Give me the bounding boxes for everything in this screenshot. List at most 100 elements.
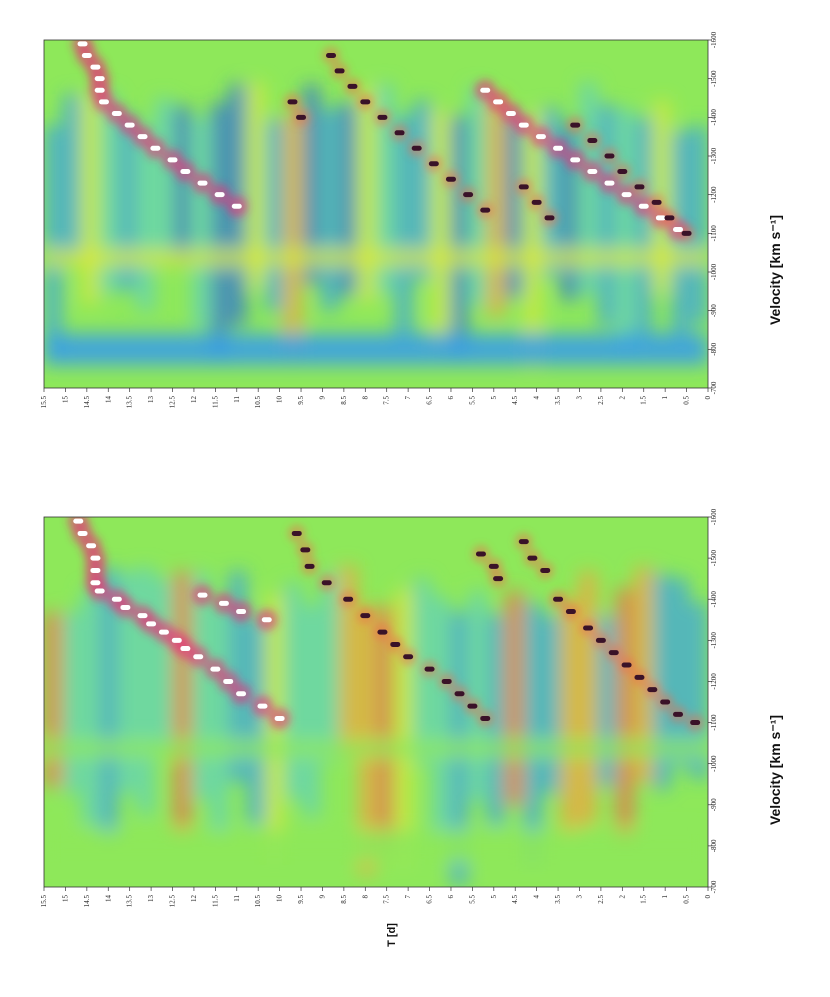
y-tick-label: 12 xyxy=(190,895,198,903)
y-tick-label: 12.5 xyxy=(169,895,177,908)
dark-track-point xyxy=(634,184,645,190)
white-track-point xyxy=(655,215,666,221)
white-track-point xyxy=(274,715,285,721)
dark-track-point xyxy=(604,153,615,159)
y-tick-label: 7 xyxy=(404,396,412,400)
dark-track-point xyxy=(403,654,414,660)
white-track-point xyxy=(111,110,122,116)
dark-track-point xyxy=(617,168,628,174)
white-track-point xyxy=(480,87,491,93)
x-tick-label: -700 xyxy=(710,381,718,394)
y-tick-label: 12 xyxy=(190,396,198,404)
dark-track-point xyxy=(621,662,632,668)
dark-track-point xyxy=(488,563,499,569)
white-track-point xyxy=(146,621,157,627)
white-track-point xyxy=(94,588,105,594)
y-tick-label: 7.5 xyxy=(383,895,391,904)
dark-track-point xyxy=(608,650,619,656)
y-tick-label: 14 xyxy=(104,396,112,404)
y-tick-label: 3 xyxy=(575,396,583,400)
dark-track-point xyxy=(291,530,302,536)
dark-track-point xyxy=(390,641,401,647)
y-tick-label: 6.5 xyxy=(426,895,434,904)
y-tick-label: 12.5 xyxy=(169,396,177,409)
white-track-point xyxy=(587,168,598,174)
white-track-point xyxy=(218,600,229,606)
y-tick-label: 7 xyxy=(404,895,412,899)
dark-track xyxy=(287,52,692,236)
dark-track-point xyxy=(565,609,576,615)
y-tick-label: 9.5 xyxy=(297,396,305,405)
dark-track-point xyxy=(531,199,542,205)
dark-track-point xyxy=(570,122,581,128)
x-tick-label: -1200 xyxy=(710,186,718,203)
y-tick-label: 11.5 xyxy=(211,396,219,408)
dark-track-point xyxy=(518,184,529,190)
y-tick-label: 2 xyxy=(618,396,626,400)
y-tick-label: 5 xyxy=(490,895,498,899)
y-tick-label: 9 xyxy=(318,396,326,400)
dark-track-point xyxy=(377,629,388,635)
dark-track-point xyxy=(690,720,701,726)
y-tick-label: 1 xyxy=(661,895,669,899)
x-tick-label: -900 xyxy=(710,304,718,317)
white-track xyxy=(77,41,684,232)
white-track-point xyxy=(94,87,105,93)
dark-track-point xyxy=(463,192,474,198)
y-tick-label: 5.5 xyxy=(468,895,476,904)
dark-track-point xyxy=(518,539,529,545)
y-tick-label: 4 xyxy=(533,396,541,400)
white-track-point xyxy=(90,64,101,70)
white-track-point xyxy=(621,192,632,198)
white-track-point xyxy=(167,157,178,163)
white-track-point xyxy=(120,604,131,610)
x-tick-label: -1300 xyxy=(710,147,718,164)
x-tick-label: -1500 xyxy=(710,70,718,87)
y-tick-label: 3.5 xyxy=(554,895,562,904)
white-track-point xyxy=(171,637,182,643)
dark-track-point xyxy=(493,576,504,582)
dark-track-point xyxy=(424,666,435,672)
x-tick-label: -1000 xyxy=(710,263,718,280)
white-track-point xyxy=(570,157,581,163)
dark-track-point xyxy=(296,114,307,120)
x-tick-label: -1500 xyxy=(710,549,718,566)
y-tick-label: 5 xyxy=(490,396,498,400)
white-track-point xyxy=(493,99,504,105)
y-tick-label: 14.5 xyxy=(83,895,91,908)
dark-track-point xyxy=(377,114,388,120)
heatmap-panel-lower: -1600 -1500 -1400 -1300 -1200 -1100 -1000 -900 -… xyxy=(40,508,718,907)
y-tick-label: 6.5 xyxy=(426,396,434,405)
y-tick-label: 14.5 xyxy=(83,396,91,409)
dark-track-point xyxy=(360,99,371,105)
y-tick-label: 0 xyxy=(704,895,712,899)
white-track-point xyxy=(231,203,242,209)
dark-track-point xyxy=(647,687,658,693)
dark-track-point xyxy=(467,703,478,709)
y-axis-label: T [d] xyxy=(386,923,398,947)
dark-track-point xyxy=(334,68,345,74)
white-track xyxy=(73,518,285,721)
y-tick-label: 15.5 xyxy=(40,396,48,409)
y-tick-label: 9 xyxy=(318,895,326,899)
y-tick-label: 13 xyxy=(147,895,155,903)
y-tick-label: 11 xyxy=(233,396,241,403)
y-tick-label: 2 xyxy=(618,895,626,899)
plot-frame xyxy=(43,516,709,888)
y-tick-label: 8.5 xyxy=(340,895,348,904)
white-track-point xyxy=(553,145,564,151)
y-tick-label: 1 xyxy=(661,396,669,400)
heatmap-panel-upper: -1600 -1500 -1400 -1300 -1200 -1100 -1000 -900 -… xyxy=(40,31,718,408)
y-tick-label: 4 xyxy=(533,895,541,899)
plot-frame xyxy=(43,39,709,389)
white-track-point xyxy=(77,41,88,47)
white-track-point xyxy=(77,530,88,536)
y-tick-label: 11 xyxy=(233,895,241,902)
white-track-point xyxy=(81,52,92,58)
dark-track-point xyxy=(347,83,358,89)
x-tick-label: -1200 xyxy=(710,673,718,690)
y-tick-label: 14 xyxy=(104,895,112,903)
dark-track-point xyxy=(480,715,491,721)
x-tick-label: -1400 xyxy=(710,591,718,608)
